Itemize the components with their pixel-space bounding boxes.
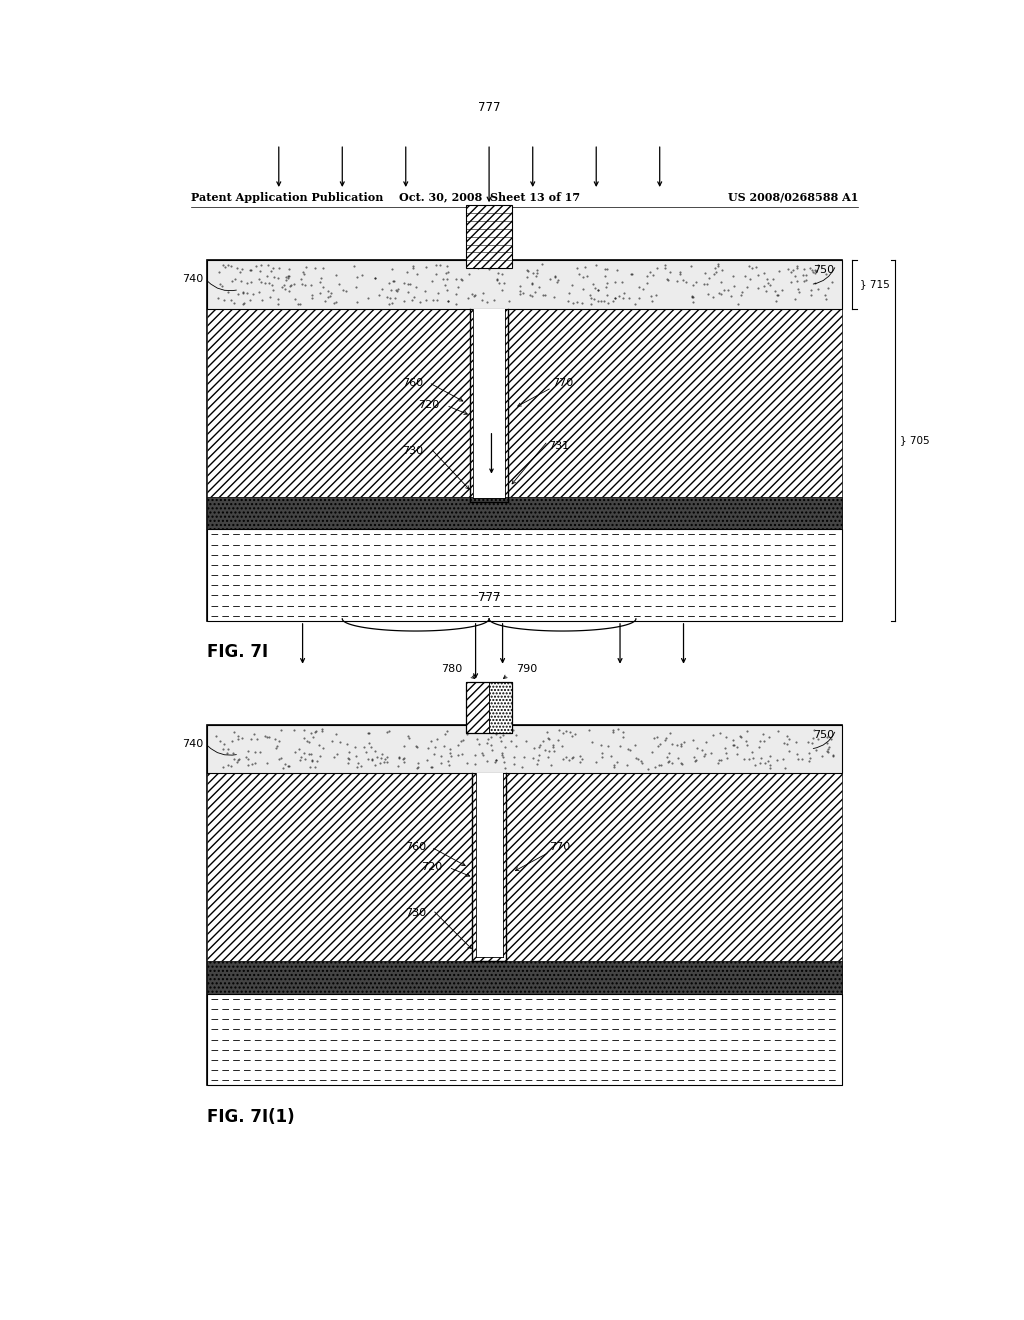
Text: } 715: } 715 (860, 280, 890, 289)
Bar (207, 725, 843, 1085)
Bar (207, 529, 843, 620)
Text: 760: 760 (402, 378, 424, 388)
Bar (207, 309, 843, 496)
Bar (475, 774, 503, 957)
Text: 760: 760 (404, 842, 426, 851)
Text: 730: 730 (402, 446, 424, 457)
Text: 780: 780 (441, 664, 462, 673)
Text: FIG. 7I: FIG. 7I (207, 643, 268, 661)
Text: Patent Application Publication: Patent Application Publication (191, 191, 384, 202)
Text: FIG. 7I(1): FIG. 7I(1) (207, 1107, 295, 1126)
Bar (207, 725, 843, 774)
Bar (466, 205, 512, 268)
Text: 720: 720 (419, 400, 439, 411)
Text: 720: 720 (421, 862, 442, 873)
Bar (207, 994, 843, 1085)
Text: 730: 730 (404, 908, 426, 919)
Text: 770: 770 (552, 378, 573, 388)
Bar (207, 496, 843, 529)
Text: US 2008/0268588 A1: US 2008/0268588 A1 (728, 191, 858, 202)
Text: 731: 731 (548, 441, 569, 451)
Bar (207, 260, 843, 309)
Text: 790: 790 (516, 664, 538, 673)
Bar (466, 682, 489, 733)
Text: 750: 750 (813, 730, 835, 739)
Text: 777: 777 (478, 590, 501, 603)
Text: } 705: } 705 (900, 436, 930, 445)
Bar (473, 309, 505, 498)
Bar (207, 260, 843, 620)
Bar (207, 774, 843, 961)
Text: 740: 740 (182, 275, 204, 284)
Bar (466, 682, 512, 733)
Text: 770: 770 (550, 842, 570, 851)
Text: 750: 750 (813, 265, 835, 275)
Bar (489, 682, 512, 733)
Text: 777: 777 (478, 100, 501, 114)
Text: 740: 740 (182, 739, 204, 748)
Text: 725: 725 (468, 210, 487, 220)
Bar (207, 961, 843, 994)
Text: Oct. 30, 2008  Sheet 13 of 17: Oct. 30, 2008 Sheet 13 of 17 (398, 191, 580, 202)
